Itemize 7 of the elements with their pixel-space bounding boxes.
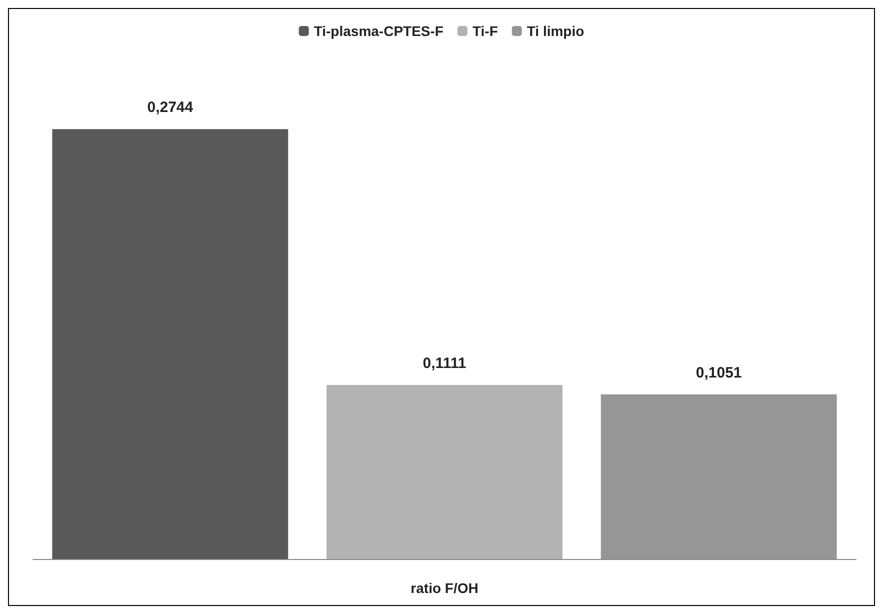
legend-label: Ti-F	[472, 23, 498, 39]
legend-label: Ti limpio	[526, 23, 584, 39]
x-axis-title: ratio F/OH	[410, 580, 478, 596]
legend-label: Ti-plasma-CPTES-F	[314, 23, 444, 39]
data-label: 0,1051	[696, 364, 742, 382]
data-label: 0,2744	[147, 99, 194, 116]
data-label: 0,1111	[422, 354, 466, 372]
